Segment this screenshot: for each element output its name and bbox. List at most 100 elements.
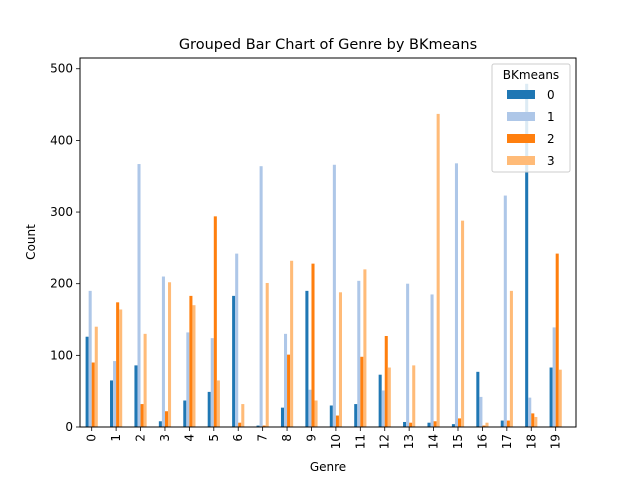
bar-genre-4-cluster-1: [186, 332, 190, 427]
bar-genre-10-cluster-2: [335, 415, 339, 427]
bar-genre-4-cluster-3: [192, 305, 196, 427]
bar-genre-19-cluster-1: [552, 327, 556, 427]
x-tick-label: 7: [256, 434, 270, 442]
x-tick-label: 14: [427, 434, 441, 449]
bar-genre-17-cluster-3: [509, 290, 513, 427]
bar-genre-1-cluster-1: [113, 361, 117, 427]
bar-genre-12-cluster-0: [378, 374, 382, 427]
legend-label-3: 3: [547, 154, 555, 168]
bar-genre-0-cluster-2: [91, 362, 95, 427]
bar-genre-3-cluster-1: [161, 276, 165, 427]
bar-genre-13-cluster-1: [406, 283, 410, 427]
x-tick-label: 18: [524, 434, 538, 449]
bar-genre-6-cluster-3: [241, 404, 245, 427]
legend-label-0: 0: [547, 88, 555, 102]
bar-genre-12-cluster-3: [387, 367, 391, 427]
x-tick-label: 17: [500, 434, 514, 449]
legend-swatch-0: [507, 90, 535, 99]
y-tick-label: 400: [50, 133, 73, 147]
x-tick-label: 16: [475, 434, 489, 449]
bar-genre-5-cluster-0: [207, 391, 211, 427]
x-tick-label: 11: [353, 434, 367, 449]
bar-genre-6-cluster-2: [238, 422, 242, 427]
x-tick-label: 10: [329, 434, 343, 449]
legend-label-1: 1: [547, 110, 555, 124]
bar-genre-18-cluster-1: [528, 397, 532, 427]
bars-group: [85, 83, 562, 428]
legend-swatch-2: [507, 134, 535, 143]
bar-genre-18-cluster-3: [534, 416, 538, 427]
bar-genre-13-cluster-0: [403, 421, 407, 427]
bar-genre-8-cluster-3: [290, 260, 294, 427]
bar-genre-14-cluster-3: [436, 113, 440, 427]
bar-genre-4-cluster-2: [189, 295, 193, 427]
bar-genre-19-cluster-3: [558, 369, 562, 427]
bar-genre-17-cluster-1: [503, 195, 507, 427]
bar-genre-6-cluster-1: [235, 253, 239, 427]
bar-genre-12-cluster-2: [384, 336, 388, 427]
bar-genre-4-cluster-0: [183, 400, 187, 427]
x-axis-ticks: 0 1 2 3 4 5 6 7 8 9 10 11 12 13 14 15 16 17 18 19: [85, 427, 563, 449]
bar-genre-7-cluster-0: [256, 425, 260, 427]
bar-genre-17-cluster-0: [500, 420, 504, 427]
bar-genre-13-cluster-2: [409, 422, 413, 427]
x-tick-label: 3: [158, 434, 172, 442]
x-tick-label: 12: [378, 434, 392, 449]
bar-genre-0-cluster-1: [88, 290, 92, 427]
bar-genre-2-cluster-3: [143, 333, 147, 427]
bar-genre-11-cluster-0: [354, 404, 358, 427]
x-tick-label: 6: [231, 434, 245, 442]
x-tick-label: 1: [109, 434, 123, 442]
bar-genre-9-cluster-0: [305, 290, 309, 427]
legend-label-2: 2: [547, 132, 555, 146]
x-tick-label: 9: [304, 434, 318, 442]
legend-swatch-1: [507, 112, 535, 121]
bar-genre-8-cluster-2: [287, 354, 291, 427]
bar-genre-10-cluster-0: [329, 405, 333, 427]
y-tick-label: 200: [50, 277, 73, 291]
bar-genre-12-cluster-1: [381, 390, 385, 427]
bar-genre-1-cluster-3: [119, 309, 123, 427]
bar-genre-14-cluster-2: [433, 421, 437, 427]
x-tick-label: 4: [182, 434, 196, 442]
bar-genre-1-cluster-2: [116, 302, 120, 427]
x-axis-label: Genre: [310, 460, 346, 474]
bar-genre-7-cluster-1: [259, 166, 263, 427]
bar-genre-2-cluster-2: [140, 404, 144, 427]
bar-genre-18-cluster-2: [531, 413, 535, 427]
bar-genre-0-cluster-3: [94, 326, 98, 427]
bar-genre-1-cluster-0: [110, 380, 114, 427]
bar-genre-16-cluster-3: [485, 422, 489, 427]
bar-genre-5-cluster-1: [210, 338, 214, 427]
y-tick-label: 0: [65, 420, 73, 434]
bar-genre-10-cluster-1: [332, 164, 336, 427]
bar-genre-11-cluster-1: [357, 280, 361, 427]
bar-genre-15-cluster-0: [451, 424, 455, 427]
y-tick-label: 500: [50, 62, 73, 76]
y-axis-label: Count: [24, 224, 38, 260]
bar-genre-18-cluster-0: [525, 83, 529, 427]
bar-genre-15-cluster-3: [461, 220, 465, 427]
bar-genre-6-cluster-0: [232, 295, 236, 427]
bar-genre-5-cluster-2: [213, 216, 217, 427]
bar-genre-8-cluster-0: [280, 407, 285, 427]
bar-genre-19-cluster-2: [555, 253, 559, 427]
bar-genre-15-cluster-2: [458, 418, 462, 427]
legend-title: BKmeans: [503, 68, 559, 82]
y-tick-label: 100: [50, 348, 73, 362]
x-tick-label: 19: [549, 434, 563, 449]
bar-genre-14-cluster-0: [427, 422, 431, 427]
plot-frame: [79, 57, 577, 428]
bar-genre-13-cluster-3: [412, 365, 416, 427]
bar-genre-10-cluster-3: [338, 292, 342, 427]
bar-genre-9-cluster-3: [314, 400, 318, 427]
chart-title: Grouped Bar Chart of Genre by BKmeans: [179, 37, 477, 53]
x-tick-label: 13: [402, 434, 416, 449]
legend: BKmeans 0 1 2 3: [491, 63, 571, 173]
bar-genre-3-cluster-0: [158, 421, 162, 427]
bar-genre-0-cluster-0: [85, 336, 89, 427]
bar-genre-14-cluster-1: [430, 294, 434, 427]
bar-genre-7-cluster-2: [262, 425, 266, 427]
bar-genre-2-cluster-0: [134, 365, 138, 427]
